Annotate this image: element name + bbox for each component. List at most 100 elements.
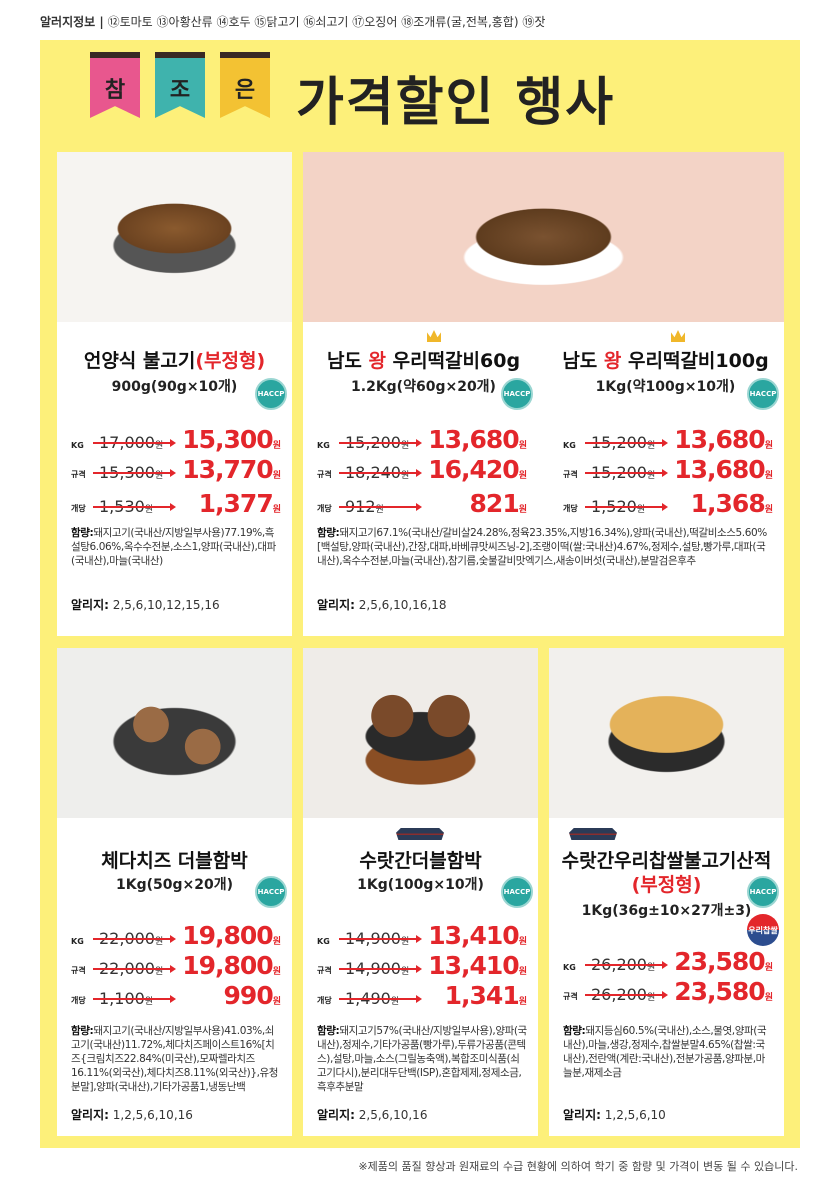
product-name-suffix: (부정형) bbox=[631, 874, 702, 896]
price-row: 규격 22,000원 19,800원 bbox=[71, 950, 281, 980]
strike-arrow-icon bbox=[339, 935, 422, 943]
product-image bbox=[303, 648, 538, 818]
price-row: 규격 26,200원 23,580원 bbox=[563, 976, 773, 1006]
product-card-1: 언양식 불고기(부정형) 900g(90g×10개) HACCP KG 17,0… bbox=[57, 152, 292, 636]
strike-arrow-icon bbox=[339, 995, 422, 1003]
palace-icon bbox=[569, 828, 617, 840]
price-row: 규격 14,900원 13,410원 bbox=[317, 950, 527, 980]
price-label: KG bbox=[71, 441, 84, 450]
product-spec: 1.2Kg(약60g×20개) bbox=[351, 379, 496, 395]
sale-price: 19,800원 bbox=[182, 951, 281, 980]
product-card-5: 수랏간우리찹쌀불고기산적 (부정형) 1Kg(36g±10×27개±3) HAC… bbox=[549, 648, 784, 1136]
price-label: 개당 bbox=[563, 504, 578, 513]
haccp-icon: HACCP bbox=[747, 876, 779, 908]
sale-price: 13,410원 bbox=[428, 951, 527, 980]
product-name: 남도 왕 우리떡갈비100g bbox=[562, 350, 769, 372]
product-name: 수랏간더블함박 bbox=[359, 850, 482, 872]
price-label: KG bbox=[563, 441, 576, 450]
palace-icon bbox=[396, 828, 444, 840]
haccp-icon: HACCP bbox=[501, 378, 533, 410]
price-label: 개당 bbox=[317, 504, 332, 513]
price-row: 규격 15,300원 13,770원 bbox=[71, 454, 281, 484]
sale-price: 13,680원 bbox=[674, 425, 773, 454]
strike-arrow-icon bbox=[93, 965, 176, 973]
strike-arrow-icon bbox=[93, 439, 176, 447]
price-label: 규격 bbox=[71, 966, 86, 975]
allergy-info-line: 알러지정보 | ⑫토마토 ⑬아황산류 ⑭호두 ⑮닭고기 ⑯쇠고기 ⑰오징어 ⑱조… bbox=[40, 13, 545, 30]
product-name: 체다치즈 더블함박 bbox=[101, 850, 248, 872]
sale-price: 13,680원 bbox=[428, 425, 527, 454]
ingredients: 함량:돼지고기57%(국내산/지방일부사용),양파(국내산),정제수,기타가공품… bbox=[317, 1025, 527, 1093]
footer-note: ※제품의 품질 향상과 원재료의 수급 현황에 의하여 학기 중 함량 및 가격… bbox=[358, 1160, 798, 1173]
price-row: KG 22,000원 19,800원 bbox=[71, 920, 281, 950]
strike-arrow-icon bbox=[93, 503, 176, 511]
product-name: 언양식 불고기(부정형) bbox=[83, 350, 266, 372]
price-row: 개당 1,100원 990원 bbox=[71, 980, 281, 1010]
price-row: 개당 1,530원 1,377원 bbox=[71, 488, 281, 518]
haccp-icon: HACCP bbox=[255, 378, 287, 410]
strike-arrow-icon bbox=[585, 469, 668, 477]
product-image bbox=[549, 648, 784, 818]
price-row: 개당 912원 821원 bbox=[317, 488, 527, 518]
price-label: KG bbox=[563, 963, 576, 972]
price-label: 규격 bbox=[563, 470, 578, 479]
price-row: 개당 1,490원 1,341원 bbox=[317, 980, 527, 1010]
woori-rice-icon: 우리찹쌀 bbox=[747, 914, 779, 946]
product-image bbox=[57, 648, 292, 818]
strike-arrow-icon bbox=[93, 469, 176, 477]
crown-icon bbox=[427, 330, 441, 342]
product-card-2: 남도 왕 우리떡갈비60g 1.2Kg(약60g×20개) HACCP 남도 왕… bbox=[303, 152, 784, 636]
ingredients: 함량:돼지고기67.1%(국내산/갈비살24.28%,정육23.35%,지방16… bbox=[317, 527, 767, 567]
strike-arrow-icon bbox=[339, 965, 422, 973]
price-row: KG 14,900원 13,410원 bbox=[317, 920, 527, 950]
strike-arrow-icon bbox=[93, 935, 176, 943]
allergy-label: 알러지정보 | bbox=[40, 15, 104, 29]
price-label: KG bbox=[317, 937, 330, 946]
sale-price: 821원 bbox=[469, 489, 527, 518]
haccp-icon: HACCP bbox=[255, 876, 287, 908]
sale-price: 990원 bbox=[223, 981, 281, 1010]
sale-price: 13,770원 bbox=[182, 455, 281, 484]
price-label: KG bbox=[71, 937, 84, 946]
price-label: 규격 bbox=[563, 992, 578, 1001]
sale-price: 1,368원 bbox=[690, 489, 773, 518]
price-label: 규격 bbox=[71, 470, 86, 479]
price-row: KG 15,200원 13,680원 bbox=[317, 424, 527, 454]
strike-arrow-icon bbox=[585, 503, 668, 511]
price-row: KG 15,200원 13,680원 bbox=[563, 424, 773, 454]
price-label: KG bbox=[317, 441, 330, 450]
flag-1: 참 bbox=[90, 52, 140, 118]
product-spec: 1Kg(50g×20개) bbox=[115, 877, 233, 893]
strike-arrow-icon bbox=[93, 995, 176, 1003]
strike-arrow-icon bbox=[585, 439, 668, 447]
product-spec: 1Kg(36g±10×27개±3) bbox=[581, 903, 752, 919]
sale-price: 1,341원 bbox=[444, 981, 527, 1010]
crown-icon bbox=[671, 330, 685, 342]
sale-price: 1,377원 bbox=[198, 489, 281, 518]
allergens: 알리지: 1,2,5,6,10,16 bbox=[71, 1108, 193, 1122]
product-image bbox=[303, 152, 784, 322]
product-name: 수랏간우리찹쌀불고기산적 bbox=[561, 850, 772, 872]
strike-arrow-icon bbox=[339, 503, 422, 511]
price-row: KG 17,000원 15,300원 bbox=[71, 424, 281, 454]
strike-arrow-icon bbox=[585, 991, 668, 999]
sale-price: 23,580원 bbox=[674, 947, 773, 976]
product-spec: 900g(90g×10개) bbox=[111, 379, 238, 395]
allergens: 알리지: 1,2,5,6,10 bbox=[563, 1108, 666, 1122]
haccp-icon: HACCP bbox=[501, 876, 533, 908]
product-card-4: 수랏간더블함박 1Kg(100g×10개) HACCP KG 14,900원 1… bbox=[303, 648, 538, 1136]
price-label: 규격 bbox=[317, 470, 332, 479]
price-label: 개당 bbox=[71, 504, 86, 513]
allergy-items: ⑫토마토 ⑬아황산류 ⑭호두 ⑮닭고기 ⑯쇠고기 ⑰오징어 ⑱조개류(굴,전복,… bbox=[107, 15, 546, 29]
price-row: 규격 18,240원 16,420원 bbox=[317, 454, 527, 484]
price-label: 개당 bbox=[71, 996, 86, 1005]
price-label: 규격 bbox=[317, 966, 332, 975]
allergens: 알리지: 2,5,6,10,16 bbox=[317, 1108, 428, 1122]
page-title: 가격할인 행사 bbox=[296, 73, 616, 133]
price-label: 개당 bbox=[317, 996, 332, 1005]
sale-price: 15,300원 bbox=[182, 425, 281, 454]
sale-price: 19,800원 bbox=[182, 921, 281, 950]
ingredients: 함량:돼지등심60.5%(국내산),소스,물엿,양파(국내산),마늘,생강,정제… bbox=[563, 1025, 767, 1079]
product-spec: 1Kg(100g×10개) bbox=[357, 877, 484, 893]
price-row: KG 26,200원 23,580원 bbox=[563, 946, 773, 976]
